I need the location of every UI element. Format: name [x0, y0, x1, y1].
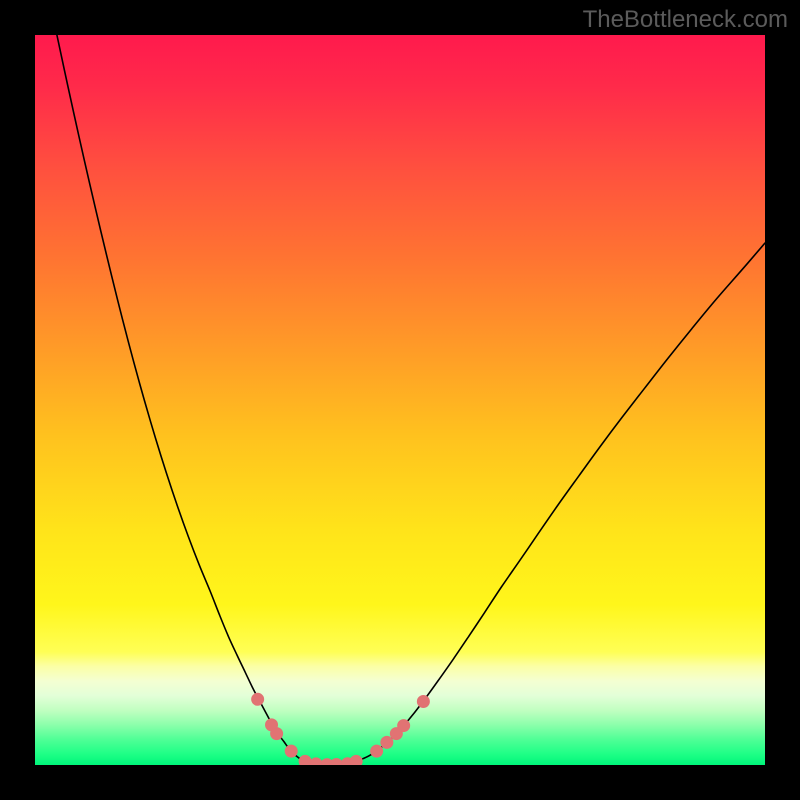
marker-point: [417, 695, 429, 707]
chart-svg: [0, 0, 800, 800]
marker-point: [252, 693, 264, 705]
watermark-text: TheBottleneck.com: [583, 6, 788, 34]
marker-point: [285, 745, 297, 757]
marker-point: [398, 720, 410, 732]
marker-point: [299, 755, 311, 767]
marker-point: [381, 736, 393, 748]
marker-point: [330, 758, 342, 770]
marker-point: [350, 755, 362, 767]
marker-point: [371, 745, 383, 757]
marker-point: [271, 728, 283, 740]
marker-point: [310, 758, 322, 770]
